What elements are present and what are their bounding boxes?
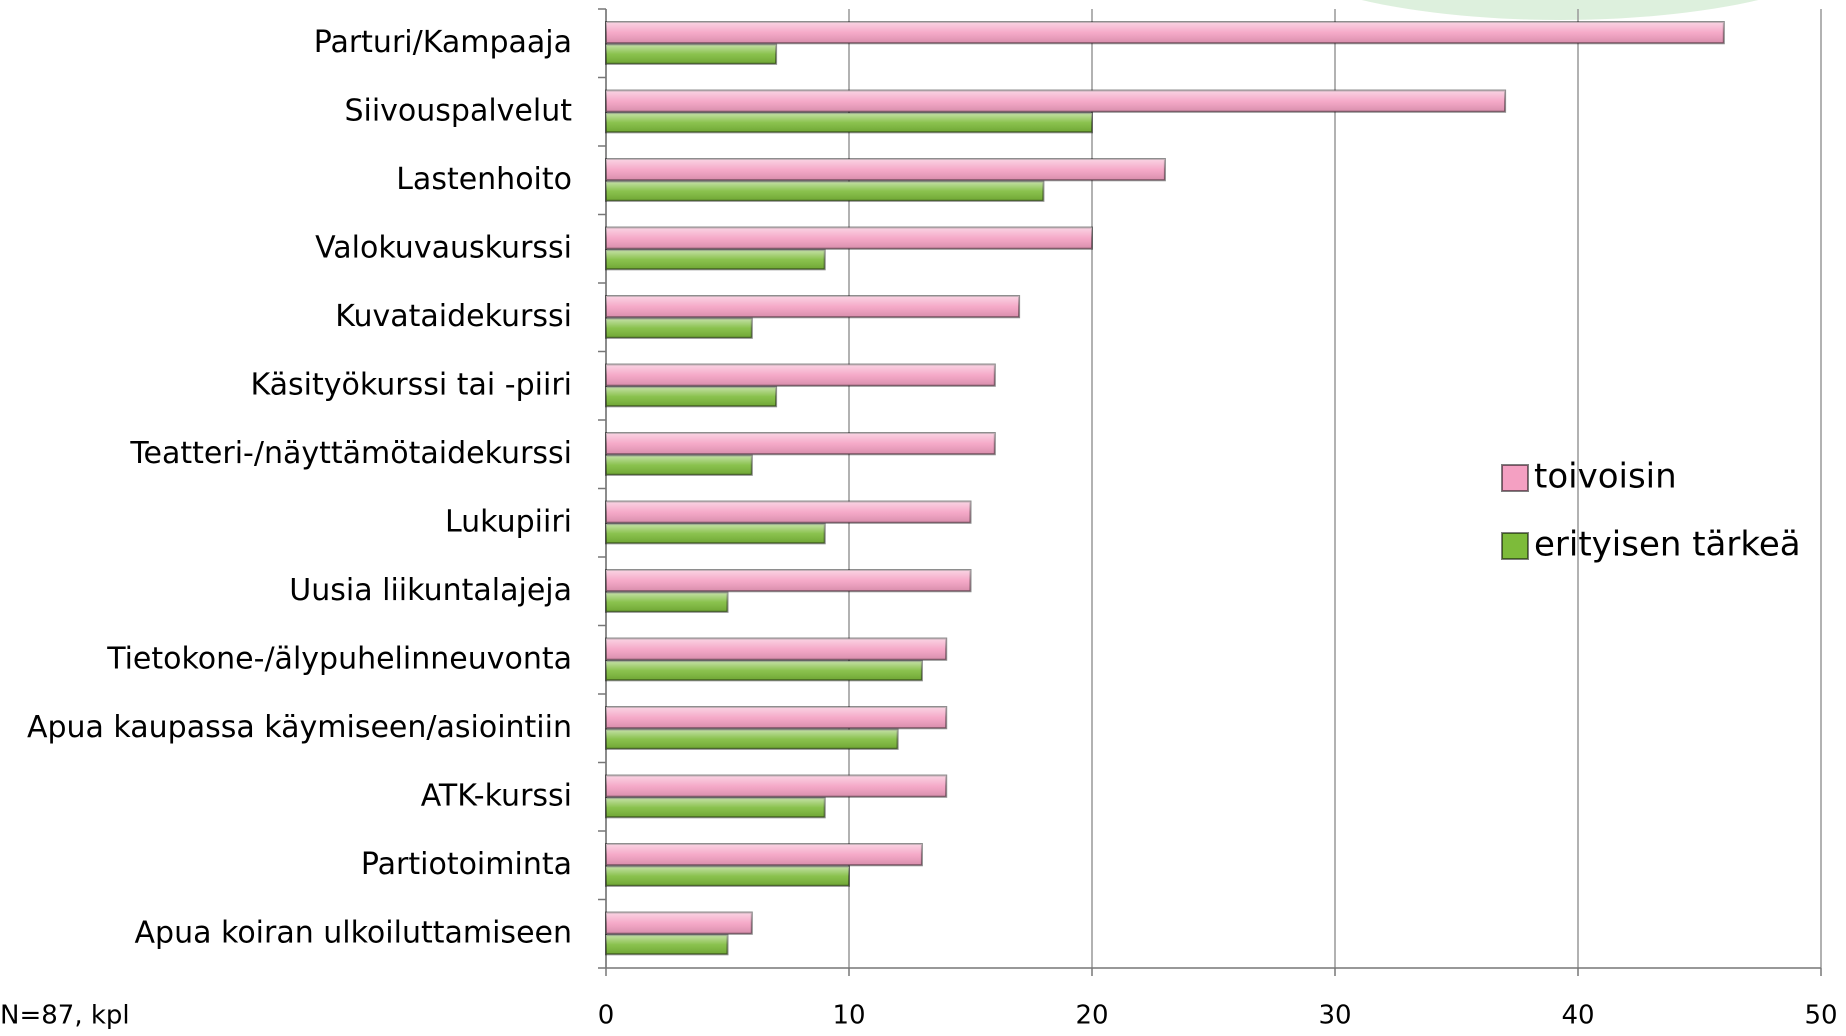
- bar-sheen: [606, 181, 1044, 201]
- y-tick-label: Käsityökurssi tai -piiri: [250, 367, 572, 402]
- bar-sheen: [606, 364, 995, 386]
- bar-sheen: [606, 455, 752, 475]
- bar-sheen: [606, 22, 1724, 44]
- x-tick-label: 40: [1561, 1001, 1594, 1031]
- x-tick-label: 30: [1318, 1001, 1351, 1031]
- legend-label: toivoisin: [1534, 457, 1677, 497]
- y-tick-label: ATK-kurssi: [421, 778, 572, 813]
- y-tick-label: Partiotoiminta: [361, 847, 572, 882]
- bar-sheen: [606, 159, 1165, 181]
- bar-sheen: [606, 227, 1092, 249]
- bar-sheen: [606, 592, 728, 612]
- note: N=87, kpl: [0, 1001, 130, 1031]
- bar-sheen: [606, 433, 995, 455]
- y-tick-label: Tietokone-/älypuhelinneuvonta: [106, 641, 572, 676]
- bar-sheen: [606, 844, 922, 866]
- bar-sheen: [606, 387, 777, 407]
- x-tick-label: 20: [1075, 1001, 1108, 1031]
- bar-sheen: [606, 912, 752, 934]
- bar-sheen: [606, 661, 922, 681]
- bar-sheen: [606, 798, 825, 818]
- bar-sheen: [606, 570, 971, 592]
- bar-sheen: [606, 866, 849, 886]
- y-tick-label: Apua koiran ulkoiluttamiseen: [135, 915, 572, 950]
- x-tick-label: 0: [598, 1001, 615, 1031]
- y-tick-label: Valokuvauskurssi: [315, 230, 572, 265]
- bar-sheen: [606, 729, 898, 749]
- y-tick-label: Parturi/Kampaaja: [314, 25, 572, 60]
- bar-sheen: [606, 775, 947, 797]
- bar-sheen: [606, 90, 1506, 112]
- x-tick-label: 50: [1804, 1001, 1837, 1031]
- x-tick-label: 10: [832, 1001, 865, 1031]
- legend-swatch: [1501, 532, 1529, 560]
- y-tick-label: Uusia liikuntalajeja: [289, 573, 572, 608]
- y-tick-label: Lukupiiri: [445, 504, 572, 539]
- bar-sheen: [606, 44, 777, 64]
- legend-swatch: [1501, 464, 1529, 492]
- bar-sheen: [606, 318, 752, 338]
- bar-sheen: [606, 935, 728, 955]
- bar-sheen: [606, 501, 971, 523]
- y-tick-label: Apua kaupassa käymiseen/asiointiin: [27, 710, 572, 745]
- bar-sheen: [606, 113, 1092, 133]
- bar-sheen: [606, 524, 825, 544]
- bar-sheen: [606, 296, 1020, 318]
- bar-sheen: [606, 250, 825, 270]
- legend-label: erityisen tärkeä: [1534, 525, 1801, 565]
- y-tick-label: Kuvataidekurssi: [335, 299, 572, 334]
- y-tick-label: Teatteri-/näyttämötaidekurssi: [129, 436, 572, 471]
- bar-sheen: [606, 707, 947, 729]
- decoration: [1361, 0, 1759, 20]
- y-tick-label: Lastenhoito: [396, 162, 572, 197]
- bar-sheen: [606, 638, 947, 660]
- y-tick-label: Siivouspalvelut: [344, 93, 572, 128]
